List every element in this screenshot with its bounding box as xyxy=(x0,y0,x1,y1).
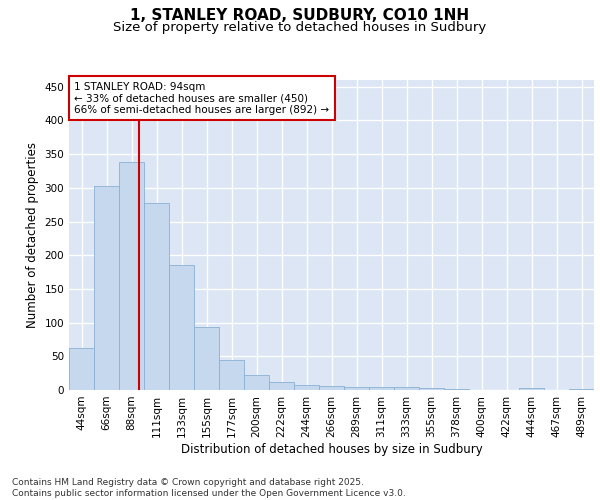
Text: 1 STANLEY ROAD: 94sqm
← 33% of detached houses are smaller (450)
66% of semi-det: 1 STANLEY ROAD: 94sqm ← 33% of detached … xyxy=(74,82,329,115)
X-axis label: Distribution of detached houses by size in Sudbury: Distribution of detached houses by size … xyxy=(181,442,482,456)
Bar xyxy=(169,266,194,390)
Bar xyxy=(444,388,469,390)
Text: Size of property relative to detached houses in Sudbury: Size of property relative to detached ho… xyxy=(113,21,487,34)
Bar xyxy=(519,388,544,390)
Bar xyxy=(344,386,369,390)
Y-axis label: Number of detached properties: Number of detached properties xyxy=(26,142,39,328)
Bar xyxy=(144,202,169,390)
Bar xyxy=(119,162,144,390)
Bar xyxy=(269,382,294,390)
Bar xyxy=(194,328,219,390)
Bar xyxy=(244,375,269,390)
Bar xyxy=(219,360,244,390)
Bar xyxy=(294,384,319,390)
Bar xyxy=(69,348,94,390)
Bar xyxy=(369,388,394,390)
Bar xyxy=(94,186,119,390)
Text: 1, STANLEY ROAD, SUDBURY, CO10 1NH: 1, STANLEY ROAD, SUDBURY, CO10 1NH xyxy=(130,8,470,22)
Bar xyxy=(419,388,444,390)
Bar xyxy=(569,388,594,390)
Bar xyxy=(319,386,344,390)
Bar xyxy=(394,388,419,390)
Text: Contains HM Land Registry data © Crown copyright and database right 2025.
Contai: Contains HM Land Registry data © Crown c… xyxy=(12,478,406,498)
